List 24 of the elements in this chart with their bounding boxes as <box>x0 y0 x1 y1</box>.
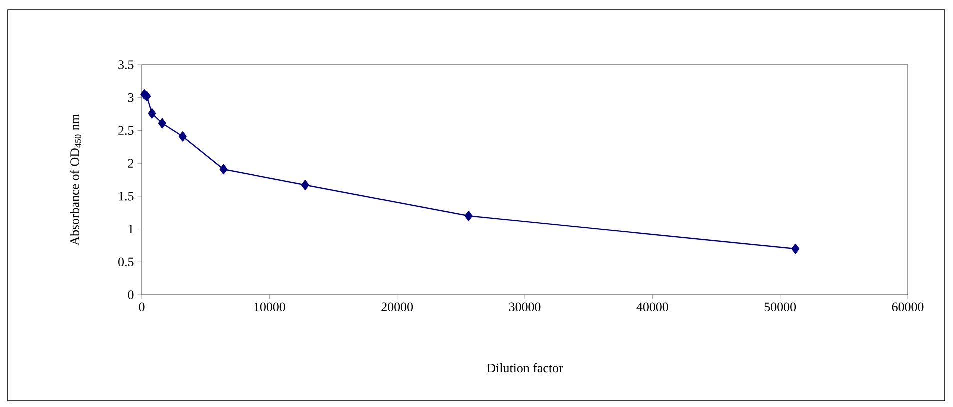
point <box>464 211 473 222</box>
point <box>301 180 310 190</box>
y-tick-label: 0 <box>128 290 134 300</box>
y-tick-label: 3.5 <box>118 60 134 70</box>
x-tick-label: 60000 <box>892 302 924 312</box>
y-axis-title: Absorbance of OD$_{450}$ nm <box>70 114 82 246</box>
y-tick-label: 3 <box>128 94 134 102</box>
point <box>220 164 228 175</box>
x-tick-label: 50000 <box>764 302 796 312</box>
point <box>148 108 156 119</box>
x-tick-label: 40000 <box>636 302 668 312</box>
y-tick-label: 0.5 <box>118 258 134 267</box>
y-tick-label: 1 <box>128 225 134 234</box>
x-axis-title: Dilution factor <box>487 363 564 373</box>
point <box>178 132 187 142</box>
point <box>792 244 800 254</box>
x-tick-label: 20000 <box>382 302 414 312</box>
x-tick-label: 10000 <box>254 302 286 312</box>
y-tick-label: 2 <box>128 159 134 168</box>
x-tick-label: 0 <box>139 302 145 312</box>
point <box>158 118 166 129</box>
x-tick-label: 30000 <box>509 302 541 312</box>
y-tick-label: 1.5 <box>119 192 134 201</box>
y-tick-label: 2.5 <box>118 126 134 136</box>
